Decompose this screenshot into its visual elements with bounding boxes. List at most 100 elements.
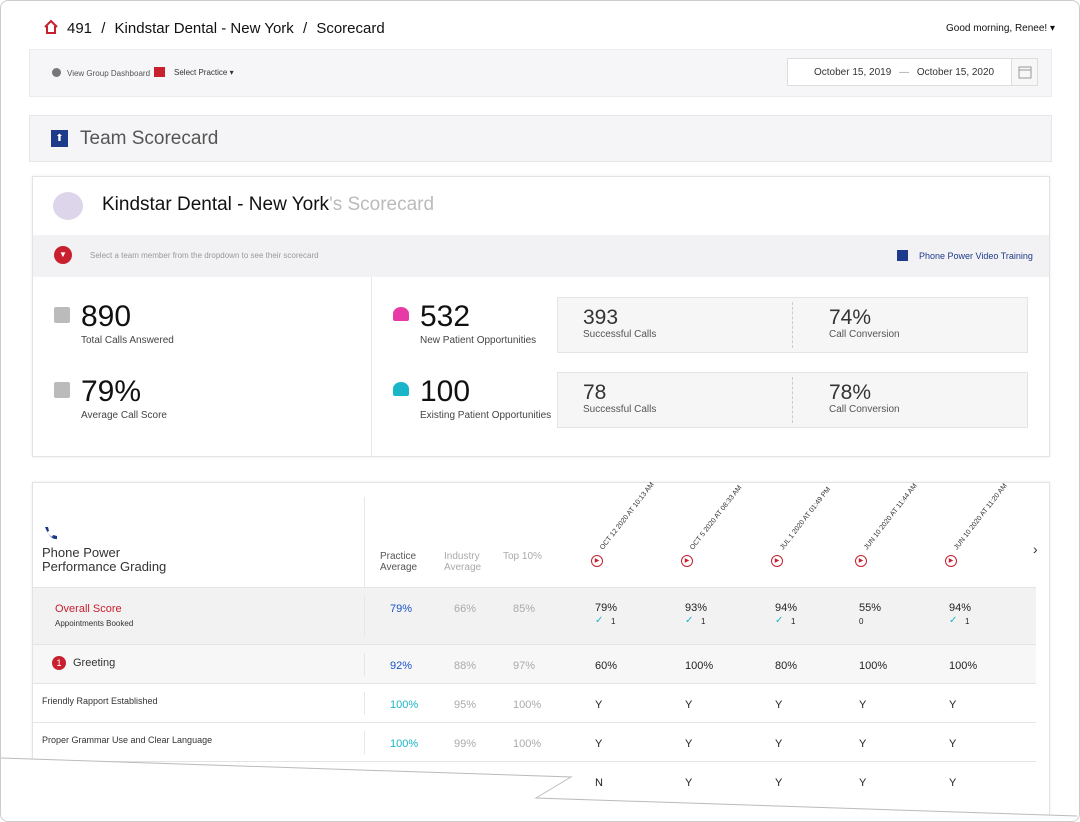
row-label: Friendly Rapport Established <box>42 696 158 706</box>
scorecard-suffix: 's Scorecard <box>329 194 435 215</box>
next-arrow[interactable]: › <box>1033 541 1038 557</box>
opportunity-icon <box>393 382 409 396</box>
benchmark-value: 100% <box>513 738 542 750</box>
opportunity-value: 532 <box>420 300 471 333</box>
hint: Select a team member from the dropdown t… <box>90 251 319 260</box>
call-value: 94% <box>775 602 798 614</box>
call-date: JUL 1 2020 AT 01:49 PM <box>779 486 833 552</box>
call-value: Y <box>595 699 603 711</box>
group-dashboard-link[interactable]: View Group Dashboard <box>67 69 151 78</box>
select-practice-label: Select Practice <box>174 68 228 77</box>
section-title: Team Scorecard <box>80 128 219 149</box>
grading-row: 1 Greeting 92% 88% 97% 60% 100% 80% 100% 100% <box>33 644 1036 683</box>
row-badge: 1 <box>52 656 66 670</box>
grading-row: Friendly Rapport Established 100% 95% 100% Y… <box>33 683 1036 722</box>
practice-icon <box>154 67 165 77</box>
stat-value: 79% <box>81 375 142 408</box>
booked-count: 1 <box>965 617 970 626</box>
toolbar: View Group Dashboard Select Practice ▾ O… <box>29 49 1052 97</box>
breadcrumb-separator: / <box>302 20 308 37</box>
call-value: Y <box>949 777 957 789</box>
call-value: 100% <box>949 660 978 672</box>
breadcrumb-item: Scorecard <box>316 20 385 37</box>
call-date: JUN 10 2020 AT 11:20 AM <box>953 482 1009 552</box>
call-value: 100% <box>859 660 888 672</box>
play-call[interactable]: ▶ <box>855 555 867 567</box>
dashboard-icon <box>52 68 61 77</box>
play-call[interactable]: ▶ <box>591 555 603 567</box>
row-divider <box>364 731 365 754</box>
divider <box>371 277 372 457</box>
conversion-label: Call Conversion <box>829 329 900 340</box>
row-sublabel: Appointments Booked <box>55 619 134 628</box>
call-value: 60% <box>595 660 618 672</box>
stat-icon <box>54 382 70 398</box>
play-call[interactable]: ▶ <box>945 555 957 567</box>
call-value: N <box>595 777 603 789</box>
call-value: Y <box>859 777 867 789</box>
call-value: Y <box>595 738 603 750</box>
user-menu[interactable]: Good morning, Renee! ▾ <box>946 23 1055 34</box>
select-practice[interactable]: Select Practice ▾ <box>174 68 234 77</box>
breadcrumb-item[interactable]: Kindstar Dental - New York <box>114 20 294 37</box>
call-value: Y <box>949 738 957 750</box>
row-divider <box>364 596 365 637</box>
benchmark-value: 85% <box>513 603 536 615</box>
grading-title: Phone Power Performance Grading <box>42 545 167 574</box>
conversion: 78% <box>829 381 872 404</box>
call-value: Y <box>775 777 783 789</box>
successful-calls: 393 <box>583 306 619 329</box>
row-label: Greeting <box>73 657 116 669</box>
date-range[interactable]: October 15, 2019 — October 15, 2020 <box>787 58 1038 86</box>
row-divider <box>364 770 365 793</box>
benchmark-header: Practice Average <box>380 551 418 573</box>
row-divider <box>364 692 365 715</box>
call-date: OCT 5 2020 AT 08:33 AM <box>689 484 744 552</box>
divider <box>364 497 365 587</box>
call-value: 55% <box>859 602 882 614</box>
grading-card: Phone Power Performance Grading › Practi… <box>32 481 1050 821</box>
call-value: 94% <box>949 602 972 614</box>
call-value: 80% <box>775 660 798 672</box>
scorecard-card: Kindstar Dental - New York's Scorecard ▼… <box>32 176 1050 457</box>
box-divider <box>792 377 793 423</box>
benchmark-value: 95% <box>454 699 477 711</box>
call-value: Y <box>685 777 693 789</box>
row-label: Overall Score <box>55 603 122 615</box>
breadcrumb-separator: / <box>101 20 106 37</box>
call-value: Y <box>685 738 693 750</box>
check: ✓ <box>685 615 694 626</box>
calendar-button[interactable] <box>1011 59 1037 85</box>
hint-bar: ▼ Select a team member from the dropdown… <box>33 235 1049 277</box>
home-icon[interactable] <box>43 19 59 35</box>
date-to: October 15, 2020 <box>916 67 995 78</box>
benchmark-value: 100% <box>390 738 419 750</box>
benchmark-header: Industry Average <box>444 551 482 573</box>
booked-count: 1 <box>791 617 796 626</box>
benchmark-value: 92% <box>390 660 413 672</box>
benchmark-value: 99% <box>454 738 477 750</box>
call-value: 100% <box>685 660 714 672</box>
grading-row: Overall Score Appointments Booked 79% 66% 85… <box>33 587 1036 644</box>
practice-logo <box>53 192 83 220</box>
play-call[interactable]: ▶ <box>771 555 783 567</box>
call-value: Y <box>949 699 957 711</box>
benchmark-value: 100% <box>390 699 419 711</box>
opportunity-label: New Patient Opportunities <box>420 335 537 346</box>
successful-calls: 78 <box>583 381 607 404</box>
practice-name: Kindstar Dental - New York <box>102 194 330 215</box>
check: ✓ <box>595 615 604 626</box>
benchmark-value: 88% <box>454 660 477 672</box>
training-link[interactable]: Phone Power Video Training <box>919 251 1033 261</box>
breadcrumb-item[interactable]: 491 <box>67 20 93 37</box>
member-dropdown[interactable]: ▼ <box>54 246 72 264</box>
date-from: October 15, 2019 <box>814 67 892 78</box>
stat-icon <box>54 307 70 323</box>
call-value: 93% <box>685 602 708 614</box>
play-call[interactable]: ▶ <box>681 555 693 567</box>
call-date: OCT 12 2020 AT 10:13 AM <box>599 481 656 552</box>
conversion: 74% <box>829 306 872 329</box>
opportunity-icon <box>393 307 409 321</box>
